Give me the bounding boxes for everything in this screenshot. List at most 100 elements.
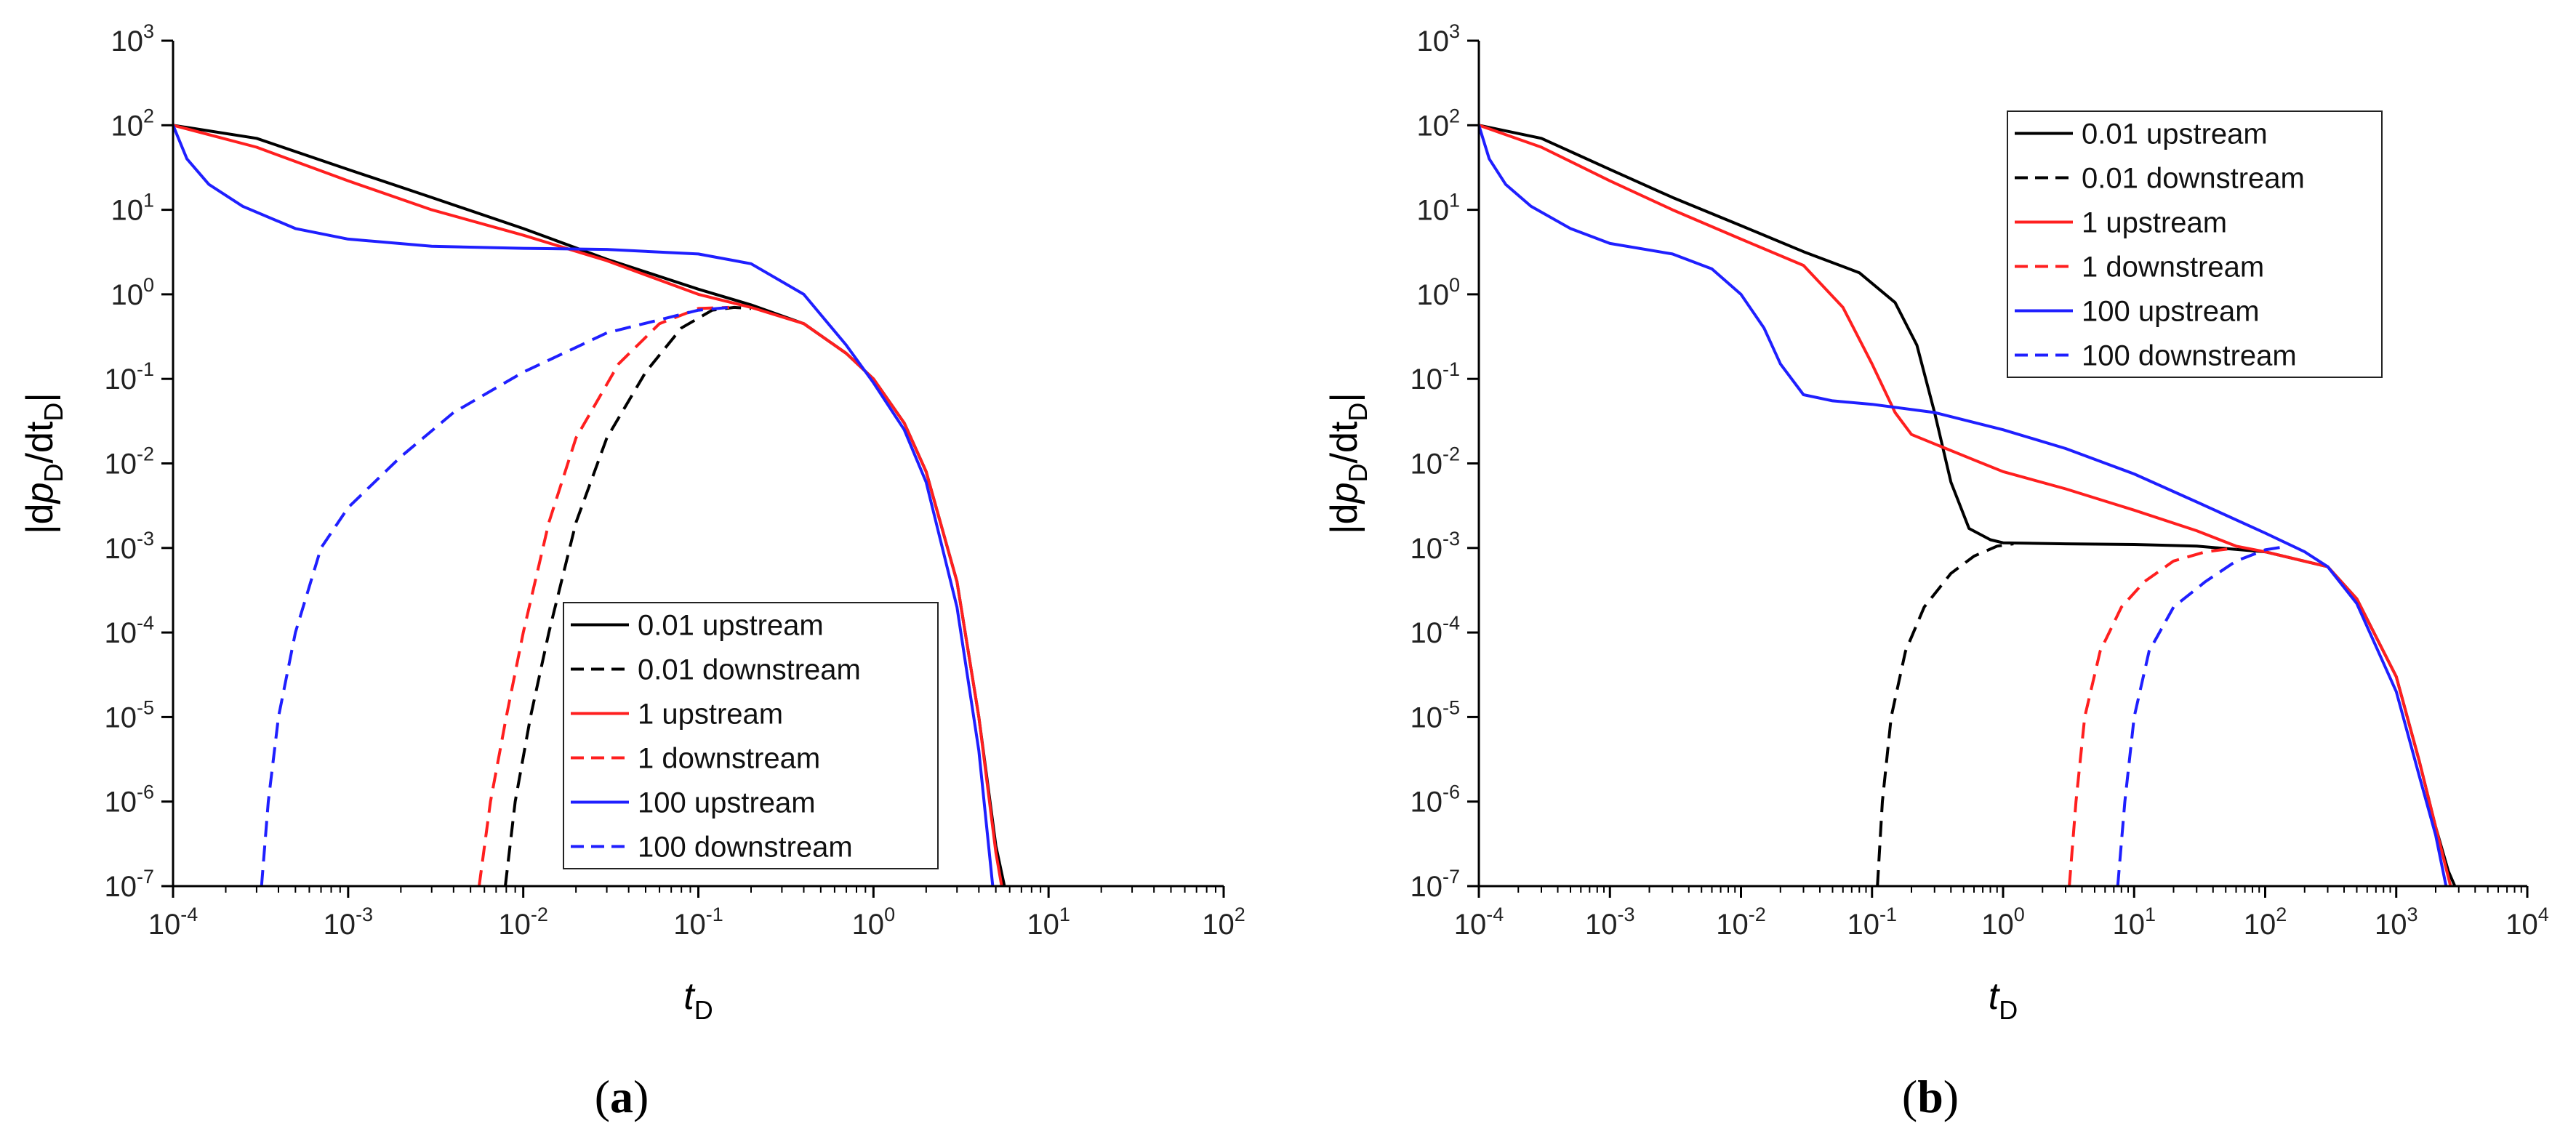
y-tick-exp: 0 — [1449, 274, 1460, 296]
y-tick-label: 10-1 — [104, 358, 154, 395]
y-tick-label: 101 — [1416, 190, 1460, 227]
y-tick-label: 10-5 — [1410, 696, 1460, 733]
x-tick-base: 10 — [673, 909, 706, 941]
x-tick-exp: 0 — [2014, 904, 2025, 925]
y-tick-label: 10-3 — [104, 528, 154, 565]
x-axis-label: tD — [1989, 976, 2018, 1025]
x-axis-label-sub: D — [694, 995, 713, 1025]
y-tick-label: 103 — [111, 20, 154, 57]
series-line-100-downstream — [260, 305, 730, 886]
y-tick-exp: -5 — [1443, 696, 1460, 718]
x-tick-exp: -2 — [531, 904, 548, 925]
x-axis-label-main: t — [683, 976, 696, 1018]
x-tick-label: 100 — [852, 904, 896, 941]
y-tick-exp: -1 — [1443, 358, 1460, 380]
x-tick-base: 10 — [2375, 909, 2407, 941]
x-tick-base: 10 — [1981, 909, 2014, 941]
panel-label-paren: ( — [595, 1071, 610, 1122]
legend-label: 0.01 downstream — [638, 654, 861, 686]
series-line-100-upstream — [173, 124, 995, 886]
y-axis-label: |dpD/dtD| — [1323, 393, 1373, 534]
series-line-0.01-downstream — [1876, 542, 2014, 886]
y-tick-label: 10-4 — [1410, 612, 1460, 649]
y-tick-exp: -4 — [1443, 612, 1460, 634]
x-tick-base: 10 — [2244, 909, 2276, 941]
x-axis-label: tD — [683, 976, 713, 1025]
legend-label: 100 upstream — [2082, 296, 2260, 328]
legend-label: 0.01 downstream — [2082, 163, 2305, 195]
legend-label: 1 upstream — [638, 699, 783, 731]
y-tick-base: 10 — [104, 363, 137, 395]
y-tick-label: 10-6 — [104, 781, 154, 819]
y-label-part: /dt — [19, 421, 61, 463]
x-tick-label: 100 — [1981, 904, 2025, 941]
y-tick-exp: -1 — [137, 358, 154, 380]
x-tick-base: 10 — [324, 909, 356, 941]
x-tick-base: 10 — [1585, 909, 1618, 941]
y-tick-base: 10 — [104, 871, 137, 903]
y-label-part: |d — [1323, 503, 1365, 534]
y-tick-exp: 1 — [1449, 190, 1460, 212]
x-tick-base: 10 — [1202, 909, 1235, 941]
y-tick-exp: 3 — [1449, 20, 1460, 42]
x-tick-exp: 0 — [884, 904, 895, 925]
x-tick-base: 10 — [1027, 909, 1059, 941]
x-tick-exp: 2 — [1235, 904, 1245, 925]
y-label-part: /dt — [1323, 421, 1365, 463]
x-tick-exp: 1 — [2145, 904, 2156, 925]
series-line-1-downstream — [2068, 546, 2236, 886]
x-tick-label: 10-4 — [148, 904, 198, 941]
y-tick-exp: -6 — [137, 781, 154, 803]
legend-label: 100 upstream — [638, 787, 816, 819]
x-axis-label-sub: D — [1999, 995, 2018, 1025]
series-line-1-upstream — [173, 124, 1003, 886]
x-tick-exp: 1 — [1059, 904, 1070, 925]
x-tick-exp: -3 — [356, 904, 373, 925]
panel-a: 10-4 10-3 10-2 10-1 100 101 10210-710-610-510-… — [19, 20, 1245, 1122]
x-tick-base: 10 — [498, 909, 531, 941]
x-tick-label: 10-2 — [1716, 904, 1766, 941]
y-tick-exp: -2 — [137, 443, 154, 465]
y-tick-label: 10-4 — [104, 612, 154, 649]
panel-label: (a) — [595, 1071, 649, 1122]
x-tick-label: 101 — [2112, 904, 2156, 941]
x-tick-label: 10-3 — [1585, 904, 1635, 941]
x-tick-exp: -2 — [1749, 904, 1766, 925]
x-tick-label: 10-3 — [324, 904, 374, 941]
y-label-part: p — [1323, 482, 1365, 504]
x-tick-base: 10 — [2112, 909, 2145, 941]
y-label-part: p — [19, 482, 61, 504]
x-tick-base: 10 — [1454, 909, 1487, 941]
x-tick-label: 10-2 — [498, 904, 548, 941]
y-tick-base: 10 — [104, 787, 137, 819]
y-tick-exp: 3 — [143, 20, 154, 42]
legend-label: 100 downstream — [638, 832, 853, 864]
y-tick-base: 10 — [1410, 617, 1443, 649]
legend-label: 0.01 upstream — [2082, 118, 2268, 150]
x-tick-base: 10 — [148, 909, 181, 941]
y-tick-base: 10 — [104, 701, 137, 733]
x-tick-base: 10 — [1716, 909, 1749, 941]
x-tick-base: 10 — [2505, 909, 2538, 941]
y-label-part: |d — [19, 503, 61, 534]
x-tick-exp: -4 — [180, 904, 198, 925]
y-tick-label: 10-2 — [1410, 443, 1460, 480]
y-tick-base: 10 — [1410, 787, 1443, 819]
y-tick-label: 10-3 — [1410, 528, 1460, 565]
y-label-sub: D — [39, 463, 68, 482]
y-tick-exp: -6 — [1443, 781, 1460, 803]
y-tick-label: 101 — [111, 190, 154, 227]
y-tick-base: 10 — [111, 110, 143, 142]
x-tick-exp: -4 — [1486, 904, 1504, 925]
y-tick-exp: -5 — [137, 696, 154, 718]
y-tick-exp: -3 — [137, 528, 154, 550]
x-tick-label: 10-1 — [673, 904, 723, 941]
legend-label: 100 downstream — [2082, 340, 2297, 372]
y-tick-exp: -2 — [1443, 443, 1460, 465]
x-tick-exp: -1 — [1879, 904, 1897, 925]
legend-box — [563, 602, 939, 869]
y-tick-exp: 2 — [1449, 105, 1460, 126]
x-tick-base: 10 — [1847, 909, 1879, 941]
y-tick-base: 10 — [1416, 279, 1449, 311]
